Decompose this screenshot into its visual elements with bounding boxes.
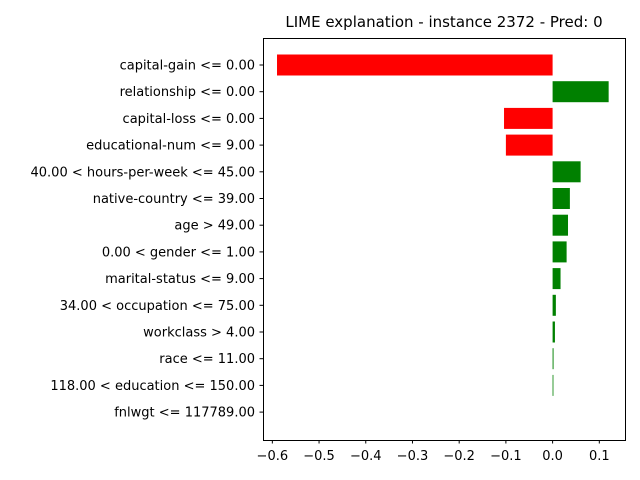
y-tick-label: 118.00 < education <= 150.00 — [50, 379, 255, 394]
x-tick-label: 0.1 — [589, 449, 610, 464]
y-tick-label: workclass > 4.00 — [143, 326, 255, 341]
bar-9 — [552, 294, 556, 316]
y-axis-ticks: capital-gain <= 0.00 relationship <= 0.00… — [31, 59, 263, 421]
x-tick-label: −0.3 — [397, 449, 429, 464]
bar-2 — [504, 107, 553, 129]
y-tick-label: marital-status <= 9.00 — [105, 272, 255, 287]
x-axis-ticks: −0.6 −0.5 −0.4 −0.3 −0.2 −0.1 0.0 0.1 — [257, 440, 610, 464]
y-tick-label: relationship <= 0.00 — [120, 85, 255, 100]
bar-8 — [552, 268, 561, 290]
y-tick-label: 0.00 < gender <= 1.00 — [102, 245, 255, 260]
bar-0 — [277, 54, 553, 76]
bar-10 — [552, 321, 555, 343]
x-tick-label: −0.4 — [350, 449, 382, 464]
y-tick-label: 40.00 < hours-per-week <= 45.00 — [31, 165, 256, 180]
y-tick-label: educational-num <= 9.00 — [86, 139, 255, 154]
bar-11 — [552, 348, 554, 370]
bar-1 — [552, 81, 609, 103]
y-tick-label: capital-gain <= 0.00 — [120, 59, 255, 74]
y-tick-label: capital-loss <= 0.00 — [123, 112, 255, 127]
bar-4 — [552, 161, 581, 183]
bar-5 — [552, 188, 570, 209]
x-tick-label: −0.5 — [303, 449, 335, 464]
y-tick-label: 34.00 < occupation <= 75.00 — [60, 299, 255, 314]
bar-12 — [552, 374, 554, 396]
bars-group — [277, 54, 609, 396]
plot-frame — [263, 38, 626, 441]
x-tick-label: −0.1 — [490, 449, 522, 464]
y-tick-label: age > 49.00 — [174, 219, 255, 234]
y-tick-label: race <= 11.00 — [159, 352, 255, 367]
y-tick-label: fnlwgt <= 117789.00 — [114, 406, 255, 421]
chart-title: LIME explanation - instance 2372 - Pred:… — [285, 13, 602, 31]
bar-7 — [552, 241, 567, 263]
x-tick-label: −0.6 — [257, 449, 289, 464]
bar-3 — [505, 134, 553, 156]
bar-6 — [552, 214, 569, 236]
x-tick-label: −0.2 — [443, 449, 475, 464]
x-tick-label: 0.0 — [542, 449, 563, 464]
y-tick-label: native-country <= 39.00 — [93, 192, 255, 207]
